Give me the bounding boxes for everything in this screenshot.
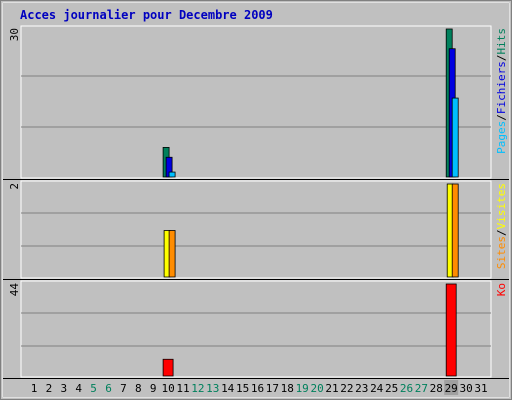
x-tick-label: 1	[31, 382, 38, 395]
bar-ko-day-10	[162, 358, 174, 377]
x-tick-label: 6	[105, 382, 112, 395]
legend-item-fichiers: Fichiers	[495, 61, 508, 114]
x-tick-label: 23	[355, 382, 368, 395]
x-tick-label: 17	[266, 382, 279, 395]
legend-separator: /	[495, 114, 508, 121]
legend-ko: Ko	[495, 283, 508, 296]
x-tick-label: 24	[370, 382, 384, 395]
bar-sites-day-10	[168, 230, 176, 278]
x-tick-label: 26	[400, 382, 413, 395]
x-axis: 1 2 3 4 5 6 7 8 9 10 11 12 13 14 15 16 17 18 19 20 21 22 23 24 2…	[31, 380, 488, 395]
legend-separator: /	[495, 55, 508, 62]
x-tick-label: 29	[445, 382, 458, 395]
legend-item-hits: Hits	[495, 28, 508, 55]
x-tick-label: 22	[340, 382, 353, 395]
x-tick-label: 11	[176, 382, 189, 395]
x-tick-label: 16	[251, 382, 264, 395]
legend-item-visites: Visites	[495, 183, 508, 229]
x-tick-label: 4	[75, 382, 82, 395]
legend-hits-files-pages: Pages/Fichiers/Hits	[495, 28, 508, 154]
legend-separator: /	[495, 229, 508, 236]
x-tick-label: 30	[459, 382, 472, 395]
legend-visits-sites: Sites/Visites	[495, 183, 508, 269]
legend-item-pages: Pages	[495, 121, 508, 154]
x-tick-label: 7	[120, 382, 127, 395]
x-tick-label: 18	[281, 382, 294, 395]
plot-area	[20, 280, 492, 378]
legend-item-ko: Ko	[495, 283, 508, 296]
x-tick-label: 13	[206, 382, 219, 395]
plot-area	[20, 180, 492, 279]
y-axis-max-label: 2	[8, 183, 21, 190]
bar-pages-day-10	[168, 171, 176, 178]
x-tick-label: 9	[150, 382, 157, 395]
x-tick-label: 25	[385, 382, 398, 395]
bar-ko-day-29	[445, 283, 457, 377]
x-tick-label: 3	[60, 382, 67, 395]
bar-pages-day-29	[451, 97, 459, 178]
x-tick-label: 27	[415, 382, 428, 395]
x-tick-label: 2	[46, 382, 53, 395]
x-tick-label: 12	[191, 382, 204, 395]
panel-visits-sites: 2 Sites/Visites	[3, 180, 509, 280]
y-axis-max-label: 44	[8, 283, 21, 297]
x-tick-label: 19	[296, 382, 309, 395]
x-tick-label: 28	[430, 382, 443, 395]
x-tick-label: 31	[474, 382, 487, 395]
x-tick-label: 5	[90, 382, 97, 395]
x-tick-label: 15	[236, 382, 249, 395]
x-tick-label: 14	[221, 382, 235, 395]
bar-sites-day-29	[451, 183, 459, 278]
x-tick-label: 20	[310, 382, 323, 395]
x-tick-label: 10	[161, 382, 174, 395]
chart-title: Acces journalier pour Decembre 2009	[20, 8, 273, 22]
x-tick-label: 8	[135, 382, 142, 395]
legend-item-sites: Sites	[495, 236, 508, 269]
plot-area	[20, 25, 492, 179]
x-tick-highlight	[444, 380, 459, 395]
panel-ko: 44 Ko	[3, 280, 509, 379]
y-axis-max-label: 30	[8, 28, 21, 41]
x-tick-label: 21	[325, 382, 338, 395]
